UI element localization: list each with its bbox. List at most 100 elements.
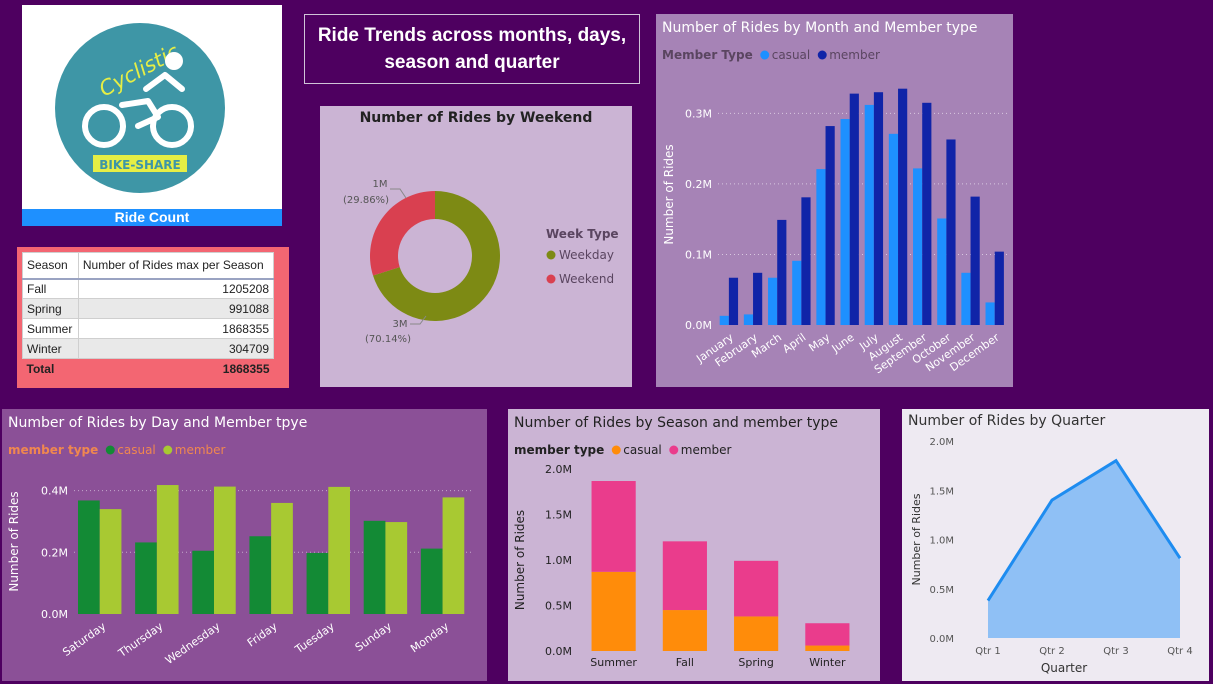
legend-marker-weekend: [546, 274, 556, 284]
bar-casual: [840, 119, 850, 325]
bar-casual: [864, 104, 874, 325]
bar-member: [271, 502, 293, 614]
bar-casual: [985, 302, 995, 325]
x-tick-label: Winter: [809, 656, 846, 669]
legend-item-casual: casual: [117, 443, 156, 457]
bar-member: [970, 196, 980, 325]
slice-weekday: [373, 191, 500, 321]
chart-title: Number of Rides by Quarter: [908, 413, 1105, 429]
y-tick-label: 0.2M: [41, 546, 68, 559]
bar-casual: [363, 520, 386, 614]
x-tick-label: Spring: [738, 656, 774, 669]
season-stacked-chart: Number of Rides by Season and member typ…: [508, 409, 880, 681]
logo-panel: Cyclistic BIKE-SHARE Ride Count: [22, 5, 282, 226]
bar-member: [156, 485, 179, 614]
legend-title: member type: [514, 443, 604, 457]
chart-title: Number of Rides by Season and member typ…: [514, 415, 838, 431]
legend-item-member: member: [175, 443, 226, 457]
bar-member: [99, 509, 122, 614]
bar-member: [662, 541, 707, 611]
x-tick-label: Qtr 4: [1167, 646, 1192, 657]
slice-label: 1M: [373, 179, 388, 190]
legend-item-weekday: Weekday: [559, 248, 614, 262]
bar-member: [825, 126, 835, 325]
bar-casual: [591, 571, 636, 651]
bar-casual: [306, 552, 329, 614]
bar-casual: [743, 314, 754, 325]
y-tick-label: 0.0M: [41, 608, 68, 621]
cyclistic-logo: Cyclistic BIKE-SHARE: [55, 23, 225, 193]
bar-member: [805, 623, 850, 646]
dashboard-title: Ride Trends across months, days, season …: [304, 14, 640, 84]
x-tick-label: Qtr 3: [1103, 646, 1128, 657]
bar-member: [591, 481, 636, 572]
y-tick-label: 0.1M: [685, 248, 712, 261]
bar-casual: [662, 610, 707, 651]
leader-line: [390, 188, 407, 199]
bar-casual: [734, 616, 779, 651]
bar-casual: [792, 260, 802, 325]
legend-marker-member: [163, 445, 173, 455]
y-tick-label: 1.0M: [929, 536, 954, 547]
legend-marker-casual: [105, 445, 115, 455]
season-table: Season Number of Rides max per Season Fa…: [22, 252, 275, 379]
slice-label: 3M: [393, 319, 408, 330]
x-tick-label: Qtr 2: [1039, 646, 1064, 657]
bar-casual: [192, 550, 214, 614]
chart-title: Number of Rides by Day and Member tpye: [8, 415, 307, 431]
bar-member: [728, 277, 739, 325]
y-tick-label: 2.0M: [929, 437, 954, 448]
table-cell-value: 304709: [77, 338, 275, 359]
table-cell-value: 991088: [77, 298, 275, 319]
legend-title: Member Type: [662, 48, 753, 62]
area-line: [986, 458, 1182, 602]
bar-member: [385, 522, 408, 614]
y-tick-label: 0.2M: [685, 178, 712, 191]
legend-marker-member: [669, 445, 679, 455]
legend-item-member: member: [681, 443, 732, 457]
x-tick-label: Fall: [676, 656, 694, 669]
logo-banner: [93, 155, 187, 172]
table-cell-season: Spring: [22, 298, 79, 319]
quarter-area-chart: Number of Rides by Quarter 0.0M 0.5M 1.0M 1.…: [902, 409, 1209, 681]
bar-casual: [78, 500, 100, 614]
bar-casual: [719, 315, 729, 325]
table-header-season: Season: [22, 252, 79, 280]
y-tick-label: 1.5M: [545, 509, 572, 522]
bar-member: [801, 197, 811, 325]
y-tick-label: 1.5M: [929, 486, 954, 497]
table-cell-value: 1205208: [77, 278, 275, 299]
y-tick-label: 0.0M: [685, 319, 712, 332]
y-axis-label: Number of Rides: [7, 491, 21, 591]
legend-title: member type: [8, 443, 98, 457]
x-tick-label: Summer: [590, 656, 637, 669]
table-cell-season: Winter: [22, 338, 79, 359]
table-cell-season: Fall: [22, 278, 79, 299]
bar-casual: [805, 645, 850, 651]
table-header-rides: Number of Rides max per Season: [77, 252, 275, 280]
legend-marker-member: [817, 50, 827, 60]
x-axis-label: Quarter: [1041, 661, 1087, 675]
bar-casual: [937, 218, 947, 325]
y-tick-label: 0.5M: [929, 585, 954, 596]
legend-item-weekend: Weekend: [559, 272, 614, 286]
y-tick-label: 0.0M: [545, 645, 572, 658]
y-tick-label: 0.4M: [41, 485, 68, 498]
table-total-value: 1868355: [78, 358, 274, 379]
bar-member: [873, 92, 884, 325]
table-total-row: Total 1868355: [22, 358, 274, 379]
y-axis-label: Number of Rides: [910, 493, 923, 585]
legend-marker-casual: [760, 50, 770, 60]
chart-title: Number of Rides by Weekend: [360, 110, 593, 126]
table-row: Spring 991088: [22, 298, 275, 319]
table-cell-value: 1868355: [77, 318, 275, 339]
table-total-label: Total: [22, 358, 79, 379]
y-tick-label: 1.0M: [545, 554, 572, 567]
bar-casual: [135, 542, 157, 614]
table-row: Summer 1868355: [22, 318, 275, 339]
bar-casual: [768, 277, 778, 325]
bicycle-icon: [82, 72, 194, 148]
season-table-panel: Season Number of Rides max per Season Fa…: [17, 247, 289, 388]
bar-member: [946, 139, 956, 325]
bar-casual: [249, 536, 272, 614]
